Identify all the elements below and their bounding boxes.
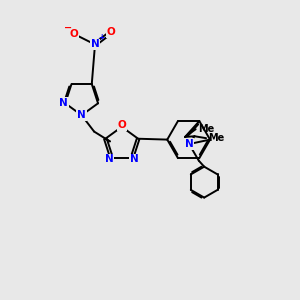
Text: N: N — [77, 110, 86, 120]
Text: −: − — [64, 22, 72, 32]
Text: O: O — [107, 27, 116, 37]
Text: N: N — [130, 154, 139, 164]
Text: N: N — [91, 40, 99, 50]
Text: N: N — [59, 98, 68, 108]
Text: Me: Me — [198, 124, 214, 134]
Text: N: N — [185, 139, 194, 149]
Text: O: O — [117, 120, 126, 130]
Text: N: N — [105, 154, 114, 164]
Text: Me: Me — [208, 133, 225, 143]
Text: +: + — [98, 33, 104, 42]
Text: O: O — [70, 29, 79, 39]
